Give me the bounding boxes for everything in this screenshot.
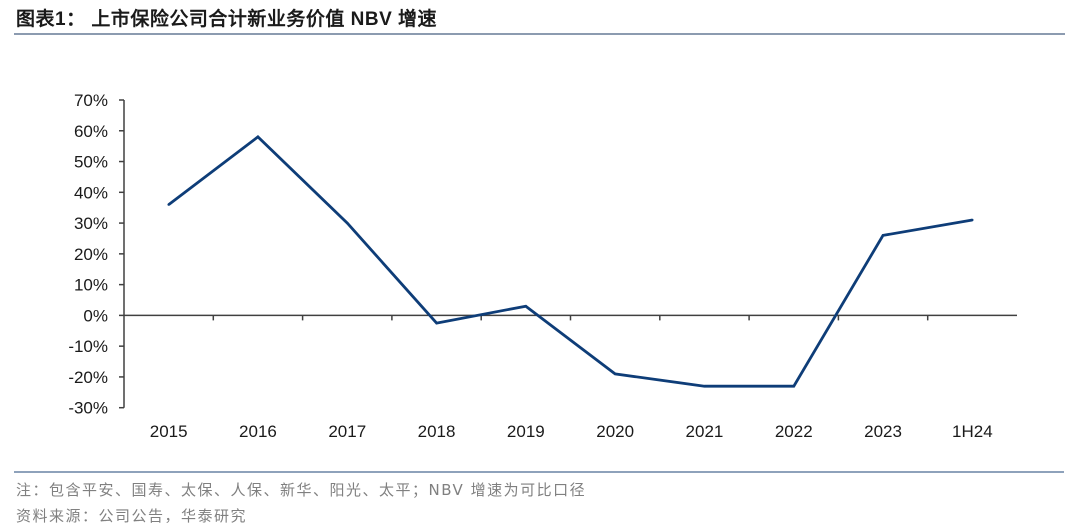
y-tick-label: 10% [74, 276, 108, 295]
y-tick-label: -20% [68, 368, 108, 387]
data-point-2016 [256, 135, 260, 139]
x-tick-label: 2020 [596, 422, 634, 441]
y-axis: 70% 60% 50% 40% 30% 20% 10% 0% -10% -20% -30% [68, 91, 125, 418]
x-tick-label: 2022 [775, 422, 813, 441]
footnote: 注：包含平安、国寿、太保、人保、新华、阳光、太平；NBV 增速为可比口径 [16, 481, 587, 499]
source-note: 资料来源：公司公告，华泰研究 [16, 507, 248, 525]
x-tick-label: 2018 [418, 422, 456, 441]
y-tick-label: 40% [74, 183, 108, 202]
x-tick-label: 1H24 [952, 422, 993, 441]
line-chart: 70% 60% 50% 40% 30% 20% 10% 0% -10% -20% -30% 2015… [68, 91, 1017, 441]
x-axis: 2015 2016 2017 2018 2019 2020 2021 2022 2023 1H24 [124, 314, 1017, 441]
y-tick-label: 0% [83, 306, 108, 325]
y-tick-label: 70% [74, 91, 108, 110]
x-tick-label: 2015 [150, 422, 188, 441]
data-point-2018 [435, 321, 438, 325]
x-tick-label: 2021 [686, 422, 724, 441]
y-tick-label: -30% [68, 399, 108, 418]
title-divider [14, 33, 1065, 35]
data-point-2015 [167, 203, 170, 206]
series-nbv-growth [167, 135, 974, 388]
y-tick-label: 20% [74, 245, 108, 264]
series-line [167, 135, 973, 388]
data-point-2019 [524, 304, 528, 308]
data-point-2022 [792, 384, 795, 388]
data-point-2017 [346, 221, 349, 225]
y-tick-label: 60% [74, 122, 108, 141]
x-tick-label: 2016 [239, 422, 277, 441]
data-point-2021 [703, 384, 706, 388]
x-tick-label: 2017 [328, 422, 366, 441]
y-tick-label: 50% [74, 153, 108, 172]
x-tick-label: 2019 [507, 422, 545, 441]
chart-title: 图表1： 上市保险公司合计新业务价值 NBV 增速 [16, 9, 438, 30]
footer-divider [14, 471, 1064, 473]
data-point-2023 [881, 234, 885, 237]
y-tick-label: 30% [74, 214, 108, 233]
y-tick-label: -10% [68, 337, 108, 356]
x-tick-label: 2023 [864, 422, 902, 441]
data-point-2020 [613, 372, 617, 376]
data-point-1H24 [971, 218, 974, 222]
